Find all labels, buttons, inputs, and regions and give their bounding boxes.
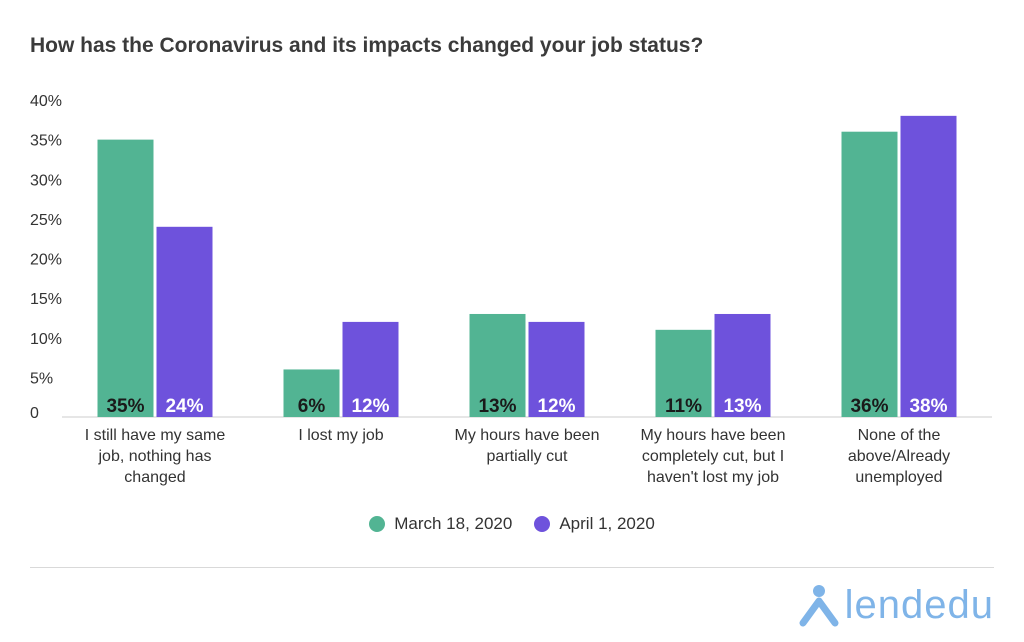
- data-label: 6%: [298, 396, 326, 417]
- data-label: 35%: [106, 396, 144, 417]
- legend-label-april: April 1, 2020: [559, 514, 655, 533]
- data-label: 38%: [909, 396, 947, 417]
- x-tick-label: I lost my job: [298, 427, 383, 444]
- data-label: 13%: [478, 396, 516, 417]
- logo-text: lendedu: [844, 582, 994, 627]
- bar: [342, 321, 399, 417]
- legend-label-march: March 18, 2020: [394, 514, 513, 533]
- bar: [900, 115, 957, 417]
- data-label: 36%: [850, 396, 888, 417]
- lendedu-logo-icon: [799, 585, 839, 627]
- y-tick-label: 10%: [30, 331, 62, 348]
- x-tick-label: haven't lost my job: [647, 469, 779, 486]
- lendedu-logo[interactable]: lendedu: [799, 580, 994, 630]
- data-label: 13%: [723, 396, 761, 417]
- y-tick-label: 0: [30, 405, 39, 422]
- data-label: 24%: [165, 396, 203, 417]
- x-tick-label: I still have my same: [85, 427, 226, 444]
- legend-item-march[interactable]: March 18, 2020: [369, 514, 512, 534]
- bar: [469, 313, 526, 417]
- y-tick-label: 20%: [30, 252, 62, 269]
- x-tick-label: changed: [124, 469, 185, 486]
- legend-swatch-april: [534, 516, 551, 532]
- legend-swatch-march: [369, 516, 386, 532]
- chart-title: How has the Coronavirus and its impacts …: [30, 34, 704, 57]
- bar: [841, 131, 898, 417]
- x-tick-label: My hours have been: [641, 427, 786, 444]
- bar: [528, 321, 585, 417]
- x-tick-label: partially cut: [487, 448, 568, 465]
- bar: [714, 313, 771, 417]
- y-tick-label: 5%: [30, 370, 53, 387]
- y-tick-label: 30%: [30, 172, 62, 189]
- x-tick-label: above/Already: [848, 448, 950, 465]
- bar: [283, 369, 340, 417]
- bar-chart: 0 5% 10% 15% 20% 25% 30% 35% 40% 35% 24% I still ha…: [30, 93, 992, 486]
- data-label: 12%: [351, 396, 389, 417]
- bar: [655, 329, 712, 417]
- legend: March 18, 2020 April 1, 2020: [0, 514, 1024, 534]
- y-tick-label: 25%: [30, 212, 62, 229]
- x-tick-label: My hours have been: [455, 427, 600, 444]
- x-tick-label: completely cut, but I: [642, 448, 784, 465]
- data-label: 12%: [537, 396, 575, 417]
- y-tick-label: 40%: [30, 93, 62, 110]
- footer-divider: [30, 567, 994, 568]
- y-tick-label: 35%: [30, 133, 62, 150]
- bar: [97, 139, 154, 417]
- x-tick-label: job, nothing has: [98, 448, 212, 465]
- x-tick-label: None of the: [858, 427, 941, 444]
- legend-item-april[interactable]: April 1, 2020: [534, 514, 655, 534]
- x-tick-label: unemployed: [855, 469, 942, 486]
- bar: [156, 226, 213, 417]
- data-label: 11%: [665, 396, 702, 417]
- y-tick-label: 15%: [30, 291, 62, 308]
